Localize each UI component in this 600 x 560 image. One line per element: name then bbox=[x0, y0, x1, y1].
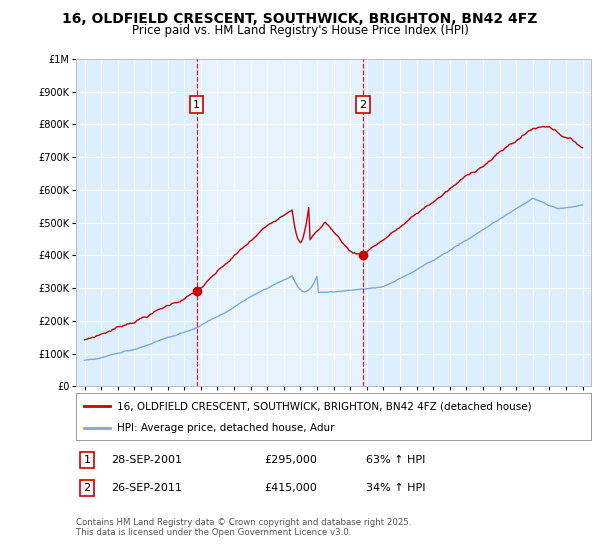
Bar bbox=[197, 59, 362, 386]
Text: 26-SEP-2011: 26-SEP-2011 bbox=[111, 483, 182, 493]
Text: 1: 1 bbox=[193, 100, 200, 110]
Text: 63% ↑ HPI: 63% ↑ HPI bbox=[366, 455, 425, 465]
Text: 16, OLDFIELD CRESCENT, SOUTHWICK, BRIGHTON, BN42 4FZ (detached house): 16, OLDFIELD CRESCENT, SOUTHWICK, BRIGHT… bbox=[118, 401, 532, 411]
Text: Price paid vs. HM Land Registry's House Price Index (HPI): Price paid vs. HM Land Registry's House … bbox=[131, 24, 469, 37]
Text: 16, OLDFIELD CRESCENT, SOUTHWICK, BRIGHTON, BN42 4FZ: 16, OLDFIELD CRESCENT, SOUTHWICK, BRIGHT… bbox=[62, 12, 538, 26]
Text: HPI: Average price, detached house, Adur: HPI: Average price, detached house, Adur bbox=[118, 423, 335, 433]
Text: 28-SEP-2001: 28-SEP-2001 bbox=[111, 455, 182, 465]
Text: 2: 2 bbox=[83, 483, 91, 493]
Text: Contains HM Land Registry data © Crown copyright and database right 2025.
This d: Contains HM Land Registry data © Crown c… bbox=[76, 518, 412, 538]
Text: £415,000: £415,000 bbox=[264, 483, 317, 493]
Text: 1: 1 bbox=[83, 455, 91, 465]
Text: £295,000: £295,000 bbox=[264, 455, 317, 465]
Text: 34% ↑ HPI: 34% ↑ HPI bbox=[366, 483, 425, 493]
Text: 2: 2 bbox=[359, 100, 366, 110]
